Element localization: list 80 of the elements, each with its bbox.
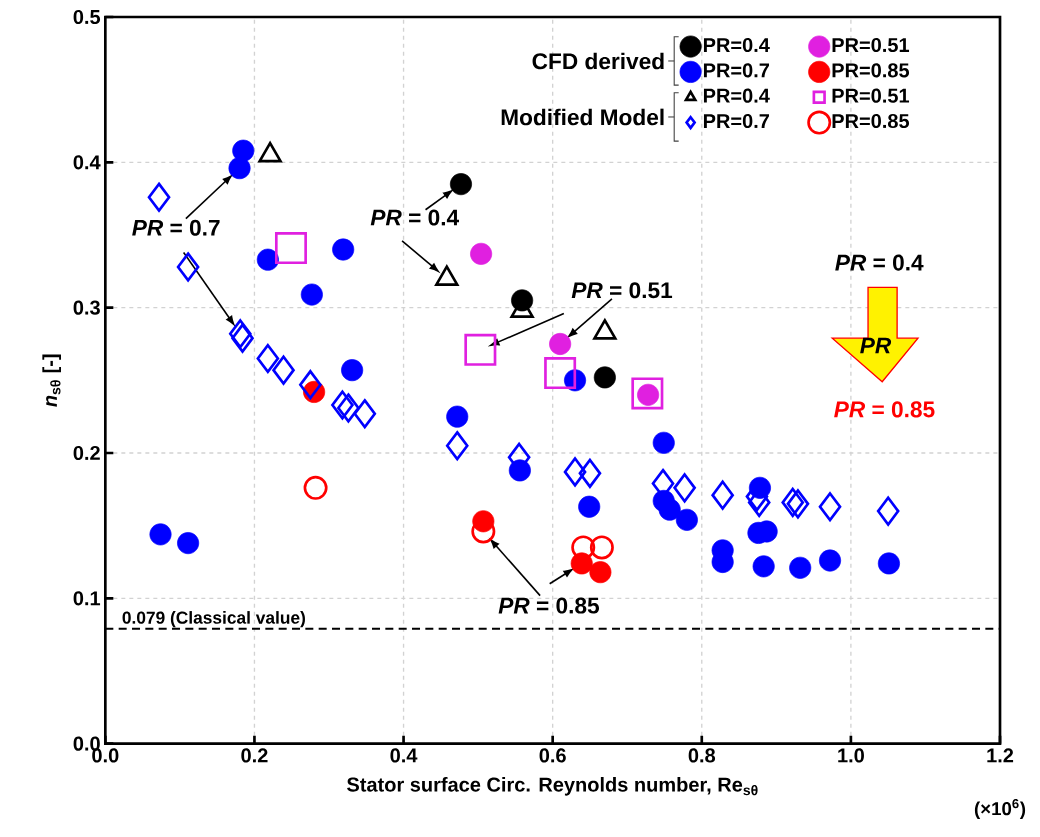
- point: [631, 377, 664, 410]
- point: [658, 498, 681, 521]
- point: [445, 431, 469, 461]
- text: (×10$^{6}$): [974, 799, 1026, 819]
- point: [818, 492, 842, 522]
- annotation: PR: [860, 337, 892, 354]
- x-tick-label: 1.0: [838, 748, 864, 763]
- annotation: CFD derived: [532, 52, 664, 70]
- y-tick-label: 0.1: [73, 591, 101, 606]
- point: [877, 552, 900, 575]
- annotation: PR = 0.4: [370, 209, 460, 226]
- point: [544, 357, 577, 390]
- point: [332, 238, 355, 261]
- y-tick-label: 0.4: [73, 155, 101, 170]
- point: [341, 359, 364, 382]
- point: [274, 232, 307, 265]
- legend-label: PR=0.51: [832, 88, 910, 103]
- y-tick-label: 0.3: [73, 300, 100, 315]
- annotation: Modified Model: [501, 108, 664, 126]
- x-tick-label: 0.6: [539, 748, 566, 763]
- y-axis-title: n$_{sθ}$ [-]: [42, 354, 61, 407]
- x-tick-label: 0.2: [241, 748, 268, 763]
- point: [781, 487, 805, 518]
- point: [337, 393, 360, 423]
- point: [589, 561, 612, 584]
- x-axis-title: Stator surface Circ. Reynolds number, Re$_{sθ}$: [347, 777, 758, 796]
- point: [578, 495, 601, 518]
- point: [571, 535, 596, 560]
- point: [652, 431, 675, 454]
- point: [256, 343, 280, 374]
- point: [449, 173, 472, 196]
- point: [331, 390, 354, 420]
- y-tick-label: 0.5: [73, 9, 101, 25]
- point: [637, 383, 660, 406]
- y-tick-label: 0.2: [73, 445, 100, 461]
- point: [228, 157, 251, 180]
- point: [711, 480, 734, 510]
- annotation: PR = 0.85: [834, 401, 935, 418]
- x-tick-label: 0.4: [390, 748, 418, 763]
- point: [300, 283, 323, 306]
- point: [563, 457, 587, 487]
- point: [149, 523, 172, 546]
- point: [786, 489, 810, 519]
- legend-label: PR=0.85: [832, 63, 910, 78]
- point: [353, 399, 377, 429]
- point: [272, 355, 295, 385]
- point: [470, 242, 493, 265]
- point: [303, 475, 328, 500]
- point: [673, 473, 696, 503]
- x-tick-label: 1.2: [987, 748, 1014, 763]
- point: [232, 139, 255, 162]
- legend-label: PR=0.7: [703, 113, 769, 129]
- point: [299, 370, 322, 400]
- point: [819, 549, 842, 572]
- point: [147, 182, 171, 212]
- point: [789, 556, 812, 579]
- point: [578, 458, 602, 489]
- point: [464, 333, 497, 366]
- point: [876, 496, 900, 526]
- point: [570, 552, 593, 575]
- annotation: PR = 0.7: [132, 219, 220, 236]
- point: [589, 535, 614, 560]
- point: [593, 366, 616, 389]
- point: [752, 555, 775, 578]
- legend-label: PR=0.4: [703, 88, 770, 103]
- legend-label: PR=0.51: [832, 37, 910, 53]
- annotation: PR = 0.4: [835, 254, 924, 271]
- annotation: PR = 0.85: [498, 597, 600, 614]
- point: [675, 508, 698, 531]
- point: [446, 405, 469, 428]
- point: [176, 252, 200, 282]
- point: [549, 332, 572, 355]
- legend-label: PR=0.7: [703, 63, 769, 78]
- point: [177, 532, 200, 555]
- legend-label: PR=0.85: [832, 113, 910, 129]
- annotation: PR = 0.51: [571, 282, 673, 299]
- point: [256, 248, 279, 271]
- legend-label: PR=0.4: [703, 37, 770, 53]
- ref-line-label: 0.079 (Classical value): [122, 611, 305, 628]
- x-tick-label: 0.8: [688, 748, 716, 763]
